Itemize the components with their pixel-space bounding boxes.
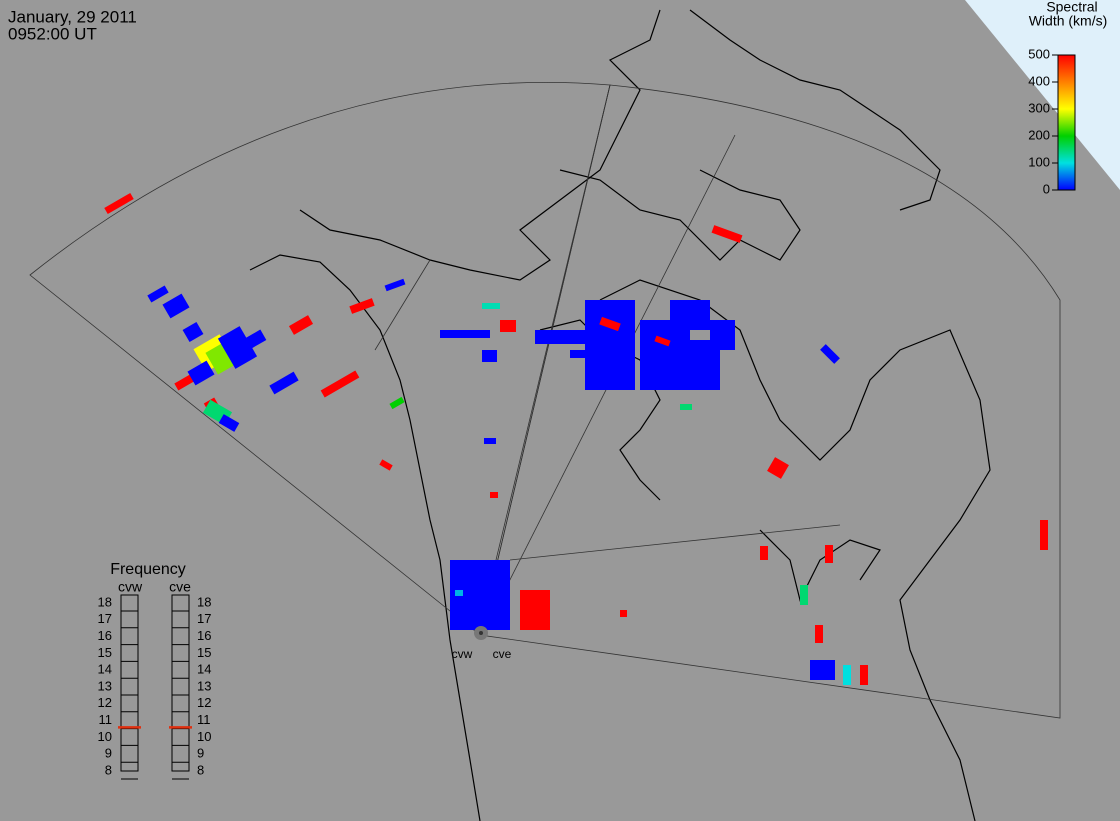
site-label: cvw: [452, 647, 473, 661]
echo: [217, 326, 258, 369]
coastlines: [249, 9, 991, 821]
radar-name: cve: [169, 579, 191, 595]
echo: [482, 350, 497, 362]
frequency-tick-label: 17: [98, 611, 112, 626]
colorbar: [1057, 54, 1076, 191]
colorbar-tick-label: 500: [1028, 46, 1050, 61]
echo: [654, 335, 671, 347]
frequency-tick-label: 18: [98, 594, 112, 609]
echo: [174, 373, 196, 391]
frequency-tick-label: 10: [197, 729, 211, 744]
echo: [182, 321, 204, 343]
echo: [147, 285, 169, 303]
echo: [389, 396, 405, 410]
frequency-tick-label: 9: [105, 746, 112, 761]
radar-name: cvw: [118, 579, 143, 595]
echo: [767, 457, 789, 479]
echo: [640, 320, 690, 390]
background-corner: [965, 0, 1120, 190]
frequency-tick-label: 9: [197, 746, 204, 761]
frequency-tick-label: 18: [197, 594, 211, 609]
date: January, 29 2011: [8, 7, 137, 26]
echo: [162, 293, 190, 319]
frequency-title: Frequency: [110, 561, 186, 578]
colorbar-tick-label: 300: [1028, 100, 1050, 115]
echo: [349, 298, 375, 314]
echo: [288, 315, 314, 335]
echo: [455, 590, 463, 596]
echo: [440, 330, 490, 338]
echo: [800, 585, 808, 605]
echo: [760, 546, 768, 560]
colorbar-tick-label: 400: [1028, 73, 1050, 88]
frequency-tick-label: 12: [197, 695, 211, 710]
echo: [585, 300, 635, 390]
echo: [820, 344, 840, 364]
frequency-tick-label: 13: [98, 678, 112, 693]
frequency-tick-label: 14: [98, 662, 112, 677]
time: 0952:00 UT: [8, 24, 97, 43]
echo: [535, 330, 595, 344]
colorbar-tick-label: 100: [1028, 154, 1050, 169]
echo: [484, 438, 496, 444]
echo: [320, 370, 360, 398]
echo-layer: [104, 192, 1048, 685]
frequency-tick-label: 15: [197, 645, 211, 660]
radar-site: [479, 631, 483, 635]
frequency-tick-label: 16: [197, 628, 211, 643]
echo: [238, 329, 267, 353]
echo: [490, 492, 498, 498]
echo: [620, 610, 627, 617]
echo: [711, 225, 743, 243]
colorbar-tick-label: 0: [1043, 181, 1050, 196]
colorbar-title: Width (km/s): [1029, 13, 1108, 29]
frequency-tick-label: 11: [99, 712, 113, 727]
frequency-tick-label: 14: [197, 662, 211, 677]
site-label: cve: [493, 647, 512, 661]
echo: [379, 459, 393, 471]
echo: [843, 665, 851, 685]
colorbar-tick-label: 200: [1028, 127, 1050, 142]
frequency-tick-label: 15: [98, 645, 112, 660]
frequency-tick-label: 8: [197, 762, 204, 777]
colorbar-title: Spectral: [1046, 0, 1097, 15]
echo: [269, 371, 299, 395]
echo: [670, 300, 710, 330]
frequency-box: [171, 594, 190, 772]
echo: [218, 414, 240, 432]
echo: [520, 590, 550, 630]
echo: [104, 192, 134, 215]
echo: [482, 303, 500, 309]
echo: [710, 320, 735, 350]
frequency-tick-label: 12: [98, 695, 112, 710]
echo: [384, 278, 406, 292]
echo: [680, 404, 692, 410]
fields-of-view: [29, 82, 1061, 719]
echo: [860, 665, 868, 685]
echo: [500, 320, 516, 332]
echo: [1040, 520, 1048, 550]
echo: [810, 660, 835, 680]
frequency-tick-label: 11: [197, 712, 211, 727]
echo: [187, 360, 215, 386]
frequency-tick-label: 10: [98, 729, 112, 744]
echo: [825, 545, 833, 563]
frequency-tick-label: 17: [197, 611, 211, 626]
frequency-tick-label: 13: [197, 678, 211, 693]
frequency-tick-label: 16: [98, 628, 112, 643]
echo: [815, 625, 823, 643]
echo: [599, 316, 621, 332]
frequency-tick-label: 8: [105, 762, 112, 777]
frequency-box: [120, 594, 139, 772]
